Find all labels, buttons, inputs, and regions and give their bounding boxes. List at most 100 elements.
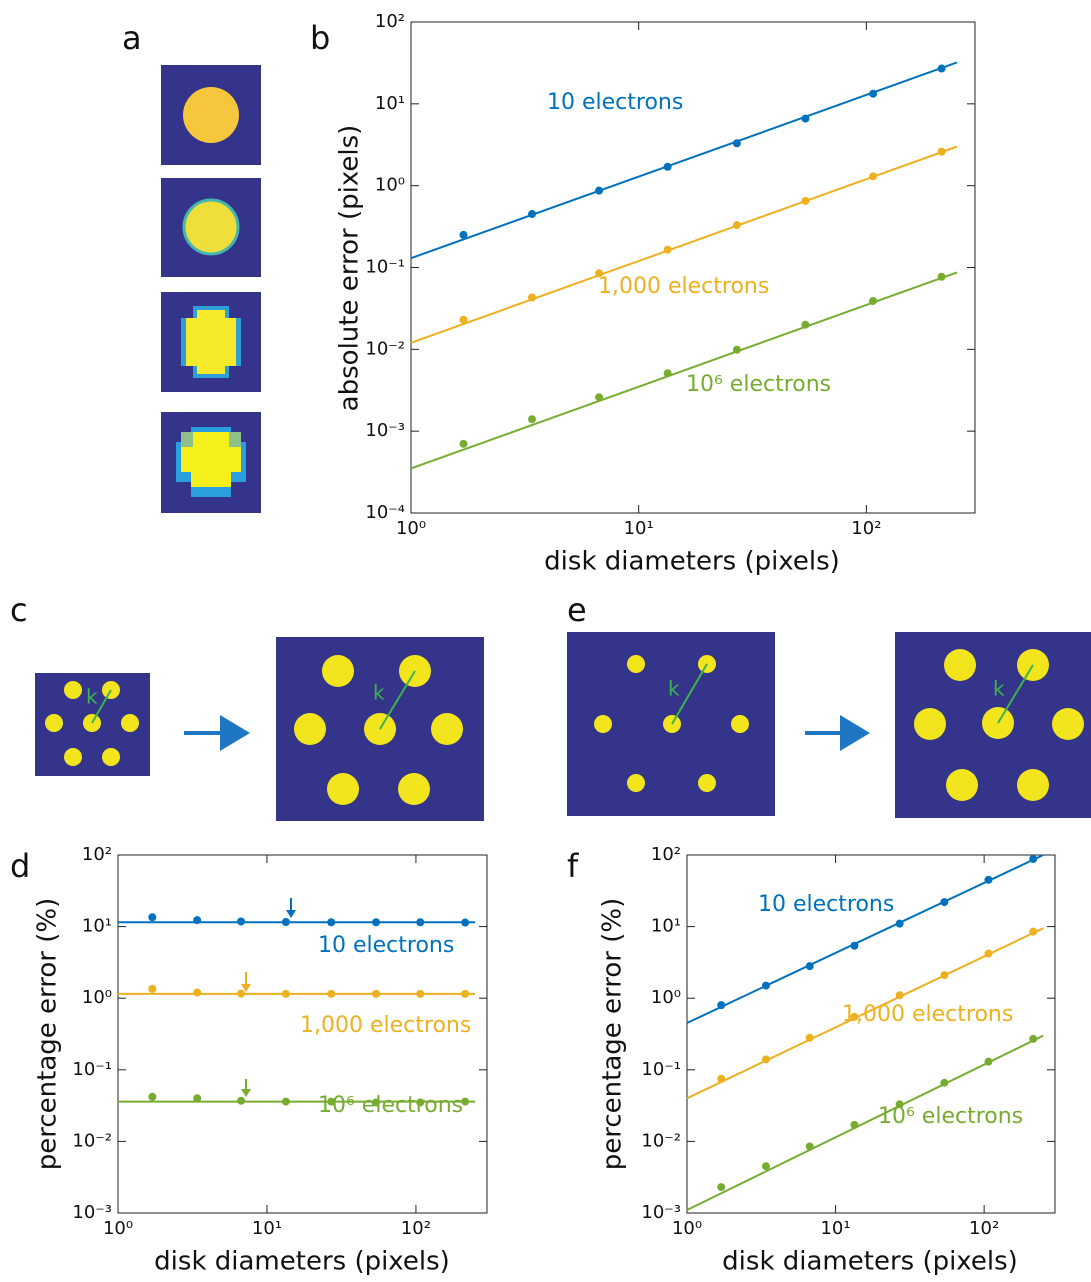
data-point [938,148,946,156]
series-label: 10⁶ electrons [686,372,831,397]
series-label: 10 electrons [318,933,454,958]
x-tick-label: 10² [851,518,881,539]
y-axis-label: percentage error (%) [598,898,628,1170]
data-point [461,990,469,998]
data-point [459,316,467,324]
data-point [459,231,467,239]
data-point [327,918,335,926]
series-label: 10 electrons [758,892,894,917]
data-point [806,1142,814,1150]
y-tick-label: 10⁻² [72,1130,112,1151]
data-point [940,971,948,979]
data-point [940,1079,948,1087]
data-point [148,985,156,993]
data-point [733,346,741,354]
arrow [805,715,870,751]
data-point [372,990,380,998]
data-point [416,990,424,998]
y-axis-label: percentage error (%) [33,898,63,1170]
data-point [193,989,201,997]
x-tick-label: 10⁰ [103,1218,133,1239]
data-point [595,187,603,195]
data-point [664,163,672,171]
data-point [984,876,992,884]
data-point [733,139,741,147]
y-tick-label: 10⁻³ [365,420,405,441]
series-label: 10⁶ electrons [318,1093,463,1118]
panel-label: a [122,19,142,57]
data-point [193,1094,201,1102]
data-point [148,1093,156,1101]
data-point [717,1001,725,1009]
x-tick-label: 10⁰ [396,518,426,539]
vector-label: k [373,681,385,705]
y-tick-label: 10¹ [82,916,112,937]
marker-arrow [241,898,296,1097]
data-point [1029,928,1037,936]
data-point [1029,855,1037,863]
data-point [733,221,741,229]
data-point [869,172,877,180]
data-point [327,990,335,998]
data-point [869,90,877,98]
x-tick-label: 10⁰ [672,1218,702,1239]
data-point [717,1183,725,1191]
y-tick-label: 10⁻¹ [641,1059,681,1080]
arrow [184,715,250,751]
data-point [664,369,672,377]
data-point [416,918,424,926]
data-point [801,197,809,205]
data-point [984,1058,992,1066]
disk-images [161,65,261,513]
data-point [762,982,770,990]
data-point [850,942,858,950]
x-tick-label: 10² [401,1218,431,1239]
data-point [762,1055,770,1063]
x-tick-label: 10¹ [820,1218,850,1239]
y-tick-label: 10⁻¹ [365,257,405,278]
y-tick-label: 10² [375,11,405,32]
data-point [237,917,245,925]
series-label: 1,000 electrons [598,274,769,299]
data-point [806,1034,814,1042]
y-tick-label: 10⁰ [82,987,112,1008]
vector-label: k [993,677,1005,701]
data-point [717,1075,725,1083]
vector-label: k [86,685,98,709]
data-point [664,246,672,254]
data-point [940,898,948,906]
plot-frame [411,22,975,513]
y-tick-label: 10⁻² [641,1130,681,1151]
data-point [528,415,536,423]
x-axis-label: disk diameters (pixels) [544,547,840,577]
data-point [938,273,946,281]
lattice-diagram [567,632,775,816]
data-point [528,293,536,301]
lattice-diagram [276,637,484,821]
data-point [869,297,877,305]
series-label: 1,000 electrons [300,1013,471,1038]
y-tick-label: 10⁰ [651,987,681,1008]
data-point [528,210,536,218]
panel-label: c [10,591,28,629]
data-point [938,65,946,73]
series-label: 10⁶ electrons [878,1104,1023,1129]
y-tick-label: 10² [82,844,112,865]
x-tick-label: 10¹ [252,1218,282,1239]
data-point [459,440,467,448]
panel-label: b [310,19,330,57]
y-tick-label: 10¹ [651,916,681,937]
y-tick-label: 10² [651,844,681,865]
data-point [762,1162,770,1170]
data-point [461,919,469,927]
data-point [896,991,904,999]
data-point [896,920,904,928]
figure: a b c d e f k k [0,0,1091,1282]
panel-label: d [10,847,30,885]
x-axis-label: disk diameters (pixels) [154,1247,450,1277]
vector-label: k [668,677,680,701]
data-point [237,1097,245,1105]
data-point [595,393,603,401]
data-point [148,913,156,921]
data-point [801,321,809,329]
